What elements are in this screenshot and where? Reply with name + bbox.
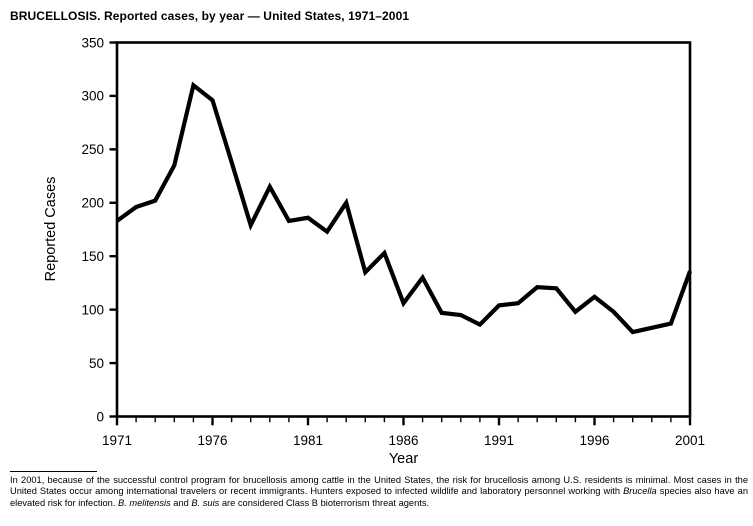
footnote-species-name: Brucella (623, 486, 657, 497)
y-tick-label: 200 (81, 196, 104, 211)
y-tick-label: 100 (81, 302, 104, 317)
x-tick-label: 1986 (388, 433, 418, 448)
x-tick-label: 2001 (675, 433, 705, 448)
footnote-segment: and (170, 497, 192, 508)
y-tick-label: 150 (81, 249, 104, 264)
y-tick-label: 50 (89, 356, 104, 371)
x-tick-label: 1981 (293, 433, 323, 448)
footnote-species-name: B. suis (191, 497, 220, 508)
y-tick-label: 250 (81, 142, 104, 157)
footnote-segment: are considered Class B bioterrorism thre… (219, 497, 430, 508)
x-tick-label: 1971 (102, 433, 132, 448)
plot-box (115, 41, 692, 418)
footnote-segment: species also have an elevated risk for i… (10, 486, 748, 508)
y-tick-label: 350 (81, 35, 104, 50)
footnote-segment: In 2001, because of the successful contr… (10, 475, 748, 497)
data-line (115, 81, 692, 335)
footnote-divider (10, 471, 97, 472)
footnote-species-name: B. melitensis (118, 497, 171, 508)
y-tick-label: 0 (96, 409, 104, 424)
footnote-text: In 2001, because of the successful contr… (10, 475, 748, 509)
x-axis-title: Year (388, 451, 419, 467)
y-tick-label: 300 (81, 89, 104, 104)
x-tick-label: 1976 (197, 433, 227, 448)
x-tick-label: 1991 (484, 433, 514, 448)
x-tick-label: 1996 (579, 433, 609, 448)
page-title: BRUCELLOSIS. Reported cases, by year — U… (10, 9, 410, 23)
